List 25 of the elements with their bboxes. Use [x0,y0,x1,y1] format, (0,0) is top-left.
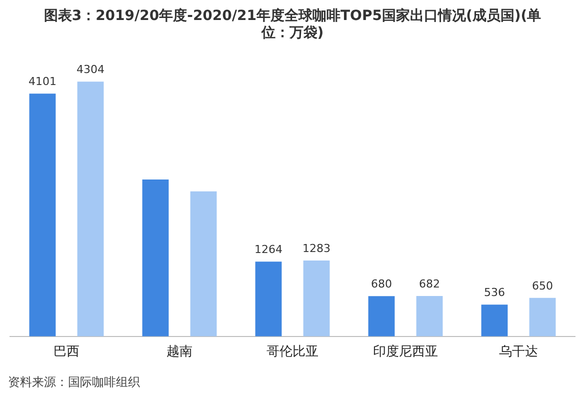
bar [255,262,282,336]
chart-title: 图表3：2019/20年度-2020/21年度全球咖啡TOP5国家出口情况(成员国)(单位：万袋) [42,6,542,43]
bar [529,298,556,336]
bar [29,94,56,336]
data-label: 682 [419,277,440,290]
text: 资料来源：国际咖啡组织 [7,374,141,391]
data-label: 4304 [76,62,105,76]
bar [142,180,169,336]
x-tick-label: 印度尼西亚 [373,344,438,360]
data-label: 1264 [254,242,282,256]
bar [77,82,104,336]
bar [303,260,330,336]
x-tick-label: 巴西 [54,344,80,360]
x-tick-label: 越南 [166,344,192,360]
data-label: 4101 [28,74,56,88]
bar [368,296,395,336]
data-label: 536 [484,286,505,300]
bar [481,304,508,336]
x-tick-label: 哥伦比亚 [266,344,318,360]
bar [190,191,217,336]
x-tick-label: 乌干达 [499,344,538,360]
data-label: 650 [532,279,554,292]
bar [416,296,443,336]
data-label: 680 [370,278,392,291]
data-label: 1283 [302,242,331,255]
